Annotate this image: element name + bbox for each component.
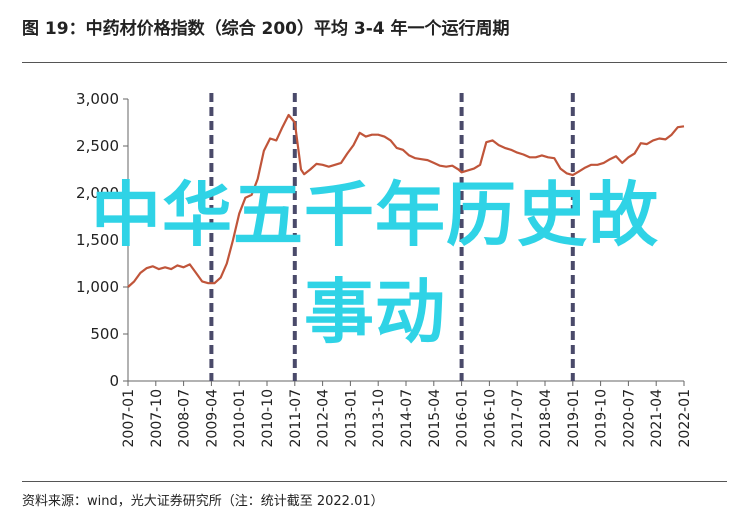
x-tick-label: 2020-07: [621, 389, 637, 448]
y-tick-label: 2,500: [76, 137, 119, 155]
x-tick-label: 2016-01: [455, 389, 471, 448]
overlay-text-line2: 事动: [304, 271, 446, 353]
bottom-rule: [22, 481, 727, 482]
x-tick-label: 2013-10: [371, 389, 387, 448]
y-tick-label: 2,000: [76, 184, 119, 202]
top-rule: [22, 62, 727, 63]
y-tick-label: 1,500: [76, 231, 119, 249]
price-index-series-line: [127, 113, 685, 288]
y-tick-label: 1,000: [76, 278, 119, 296]
x-tick-label: 2015-04: [427, 389, 443, 448]
x-tick-label: 2007-10: [149, 389, 165, 448]
x-tick-label: 2021-04: [649, 389, 665, 448]
x-tick-label: 2008-07: [177, 389, 193, 448]
x-tick-label: 2019-01: [566, 389, 582, 448]
x-tick-label: 2019-10: [594, 389, 610, 448]
x-tick-label: 2022-01: [677, 389, 693, 448]
chart-title: 图 19：中药材价格指数（综合 200）平均 3-4 年一个运行周期: [22, 19, 510, 39]
y-tick-label: 3,000: [76, 90, 119, 108]
y-tick-label: 0: [109, 372, 119, 390]
price-index-chart: 0 500 1,000 1,500 2,000 2,500 3,000 2007-01 2007…: [76, 90, 693, 448]
x-tick-label: 2017-07: [510, 389, 526, 448]
x-tick-label: 2009-04: [204, 389, 220, 448]
x-tick-label: 2014-07: [399, 389, 415, 448]
x-tick-label: 2011-07: [288, 389, 304, 448]
x-tick-label: 2016-10: [482, 389, 498, 448]
y-tick-label: 500: [90, 325, 119, 343]
x-tick-label: 2013-01: [343, 389, 359, 448]
source-note: 资料来源：wind，光大证券研究所（注：统计截至 2022.01）: [22, 494, 384, 509]
x-tick-label: 2012-04: [316, 389, 332, 448]
x-tick-label: 2010-10: [260, 389, 276, 448]
x-tick-label: 2018-04: [538, 389, 554, 448]
x-tick-label: 2007-01: [121, 389, 137, 448]
overlay-text-line1: 中华五千年历史故: [91, 174, 659, 256]
x-tick-label: 2010-01: [232, 389, 248, 448]
